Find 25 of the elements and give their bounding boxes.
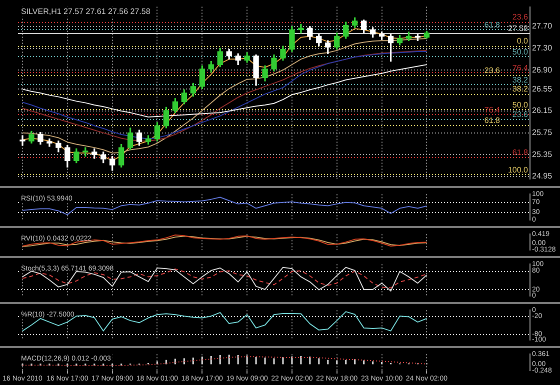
annotation: 23.6: [512, 12, 529, 22]
annotation: 0.0: [516, 36, 529, 46]
annotation: 23.6: [512, 110, 529, 119]
y-tick-label: 26.90: [532, 65, 553, 74]
annotation: 76.4: [484, 105, 501, 114]
line-series: [22, 356, 428, 366]
chart-title: SILVER,H1 27.57 27.61 27.56 27.58: [21, 7, 151, 16]
annotation: 23.6: [484, 66, 501, 76]
ref-line-label: 27.58: [508, 24, 529, 34]
annotation: 38.2: [512, 75, 529, 84]
annotation: 38.2: [512, 84, 529, 94]
annotation: 50.0: [512, 48, 529, 57]
y-tick-label: 27.70: [532, 22, 553, 31]
annotation: 61.8: [512, 148, 529, 158]
annotation: 76.4: [512, 63, 529, 72]
y-tick-label: 26.15: [532, 106, 553, 116]
annotation: 61.8: [484, 116, 501, 125]
annotation: 50.0: [512, 100, 529, 110]
annotation: 61.8: [484, 20, 501, 30]
y-tick-label: 25.35: [532, 150, 553, 159]
y-tick-label: 27.30: [532, 43, 553, 52]
annotation: 100.0: [508, 165, 529, 174]
y-tick-label: 25.75: [532, 128, 553, 138]
y-tick-label: 26.55: [532, 84, 553, 94]
y-tick-label: 24.95: [532, 172, 553, 181]
